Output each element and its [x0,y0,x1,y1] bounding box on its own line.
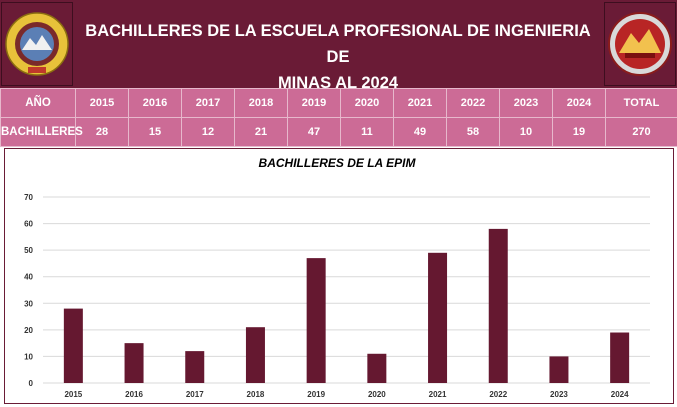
count-cell: 19 [552,117,606,147]
header-banner: BACHILLERES DE LA ESCUELA PROFESIONAL DE… [0,0,677,92]
year-cell: 2023 [499,88,553,118]
y-tick-label: 50 [24,246,33,255]
year-cell: 2020 [340,88,394,118]
x-tick-label: 2017 [186,390,204,399]
count-cell: 47 [287,117,341,147]
year-cell: 2018 [234,88,288,118]
y-tick-label: 30 [24,299,33,308]
summary-table: AÑO 2015 2016 2017 2018 2019 2020 2021 2… [0,88,677,147]
bar-2023 [549,356,569,383]
bar-2020 [367,353,387,383]
bar-2019 [306,258,326,383]
bar-2024 [610,332,630,383]
bar-2022 [488,228,508,383]
bar-2021 [428,252,448,383]
y-tick-label: 0 [29,379,34,388]
count-cell: 49 [393,117,447,147]
x-tick-label: 2022 [489,390,507,399]
x-tick-label: 2021 [429,390,447,399]
total-value-cell: 270 [605,117,677,147]
count-cell: 10 [499,117,553,147]
chart-title: BACHILLERES DE LA EPIM [259,156,417,170]
bar-series [63,228,630,383]
count-cell: 28 [75,117,129,147]
bar-chart: BACHILLERES DE LA EPIM 0 10 20 30 40 50 60 70 2… [24,156,650,399]
y-tick-label: 40 [24,273,33,282]
page-title: BACHILLERES DE LA ESCUELA PROFESIONAL DE… [76,18,600,96]
summary-row-years: AÑO 2015 2016 2017 2018 2019 2020 2021 2… [0,88,677,118]
year-cell: 2024 [552,88,606,118]
y-axis-ticks: 0 10 20 30 40 50 60 70 [24,193,33,388]
count-cell: 58 [446,117,500,147]
count-cell: 21 [234,117,288,147]
bar-2018 [245,327,265,383]
title-line-1: BACHILLERES DE LA ESCUELA PROFESIONAL DE… [85,22,591,66]
x-tick-label: 2020 [368,390,386,399]
year-cell: 2021 [393,88,447,118]
title-line-2: MINAS AL 2024 [277,74,399,92]
bar-2017 [185,351,205,383]
count-cell: 12 [181,117,235,147]
x-tick-label: 2018 [247,390,265,399]
row-label-year: AÑO [0,88,76,118]
year-cell: 2016 [128,88,182,118]
y-tick-label: 10 [24,352,33,361]
year-cell: 2019 [287,88,341,118]
bar-2016 [124,343,144,383]
faculty-logo-right [604,2,676,86]
year-cell: 2017 [181,88,235,118]
y-tick-label: 70 [24,193,33,202]
chart-frame: BACHILLERES DE LA EPIM 0 10 20 30 40 50 60 70 2… [4,148,674,404]
year-cell: 2015 [75,88,129,118]
count-cell: 11 [340,117,394,147]
x-axis-ticks: 2015 2016 2017 2018 2019 2020 2021 2022 2023 2024 [64,390,629,399]
summary-row-counts: BACHILLERES 28 15 12 21 47 11 49 58 10 1… [0,117,677,147]
x-tick-label: 2024 [611,390,629,399]
year-cell: 2022 [446,88,500,118]
x-tick-label: 2019 [307,390,325,399]
x-tick-label: 2015 [64,390,82,399]
university-logo-left [1,2,73,86]
x-tick-label: 2023 [550,390,568,399]
chart-gridlines [43,196,650,384]
y-tick-label: 20 [24,326,33,335]
x-tick-label: 2016 [125,390,143,399]
y-tick-label: 60 [24,220,33,229]
total-header-cell: TOTAL [605,88,677,118]
count-cell: 15 [128,117,182,147]
bar-2015 [63,308,83,383]
row-label-graduates: BACHILLERES [0,117,83,147]
